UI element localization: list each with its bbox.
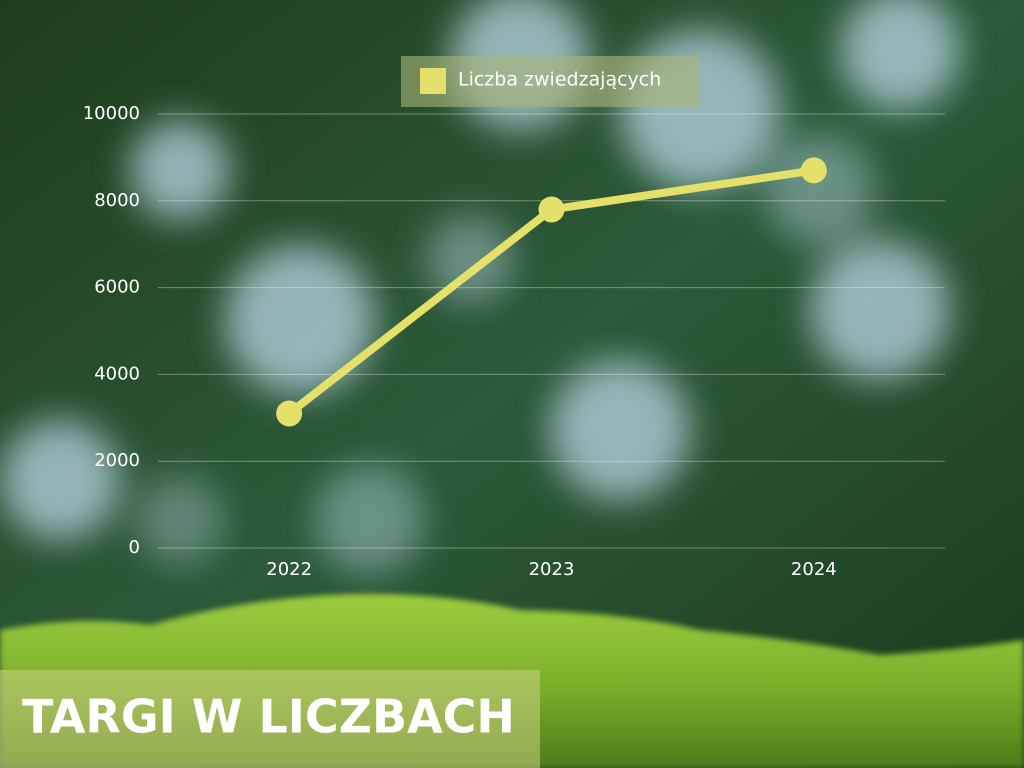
x-tick-label: 2022 [266, 559, 312, 580]
y-tick-label: 6000 [94, 277, 140, 298]
legend: Liczba zwiedzających [420, 68, 661, 94]
legend-swatch [420, 68, 446, 94]
point [538, 196, 565, 223]
point [800, 157, 827, 184]
x-tick-label: 2023 [529, 559, 575, 580]
y-tick-label: 10000 [83, 103, 140, 124]
chart-title: TARGI W LICZBACH [22, 690, 515, 744]
y-tick-label: 8000 [94, 190, 140, 211]
title-box [0, 670, 540, 768]
x-tick-label: 2024 [791, 559, 837, 580]
point [276, 400, 303, 427]
legend-label: Liczba zwiedzających [458, 69, 661, 91]
y-tick-label: 2000 [94, 450, 140, 471]
legend-box [401, 56, 699, 107]
y-tick-label: 0 [129, 537, 140, 558]
y-tick-label: 4000 [94, 363, 140, 384]
